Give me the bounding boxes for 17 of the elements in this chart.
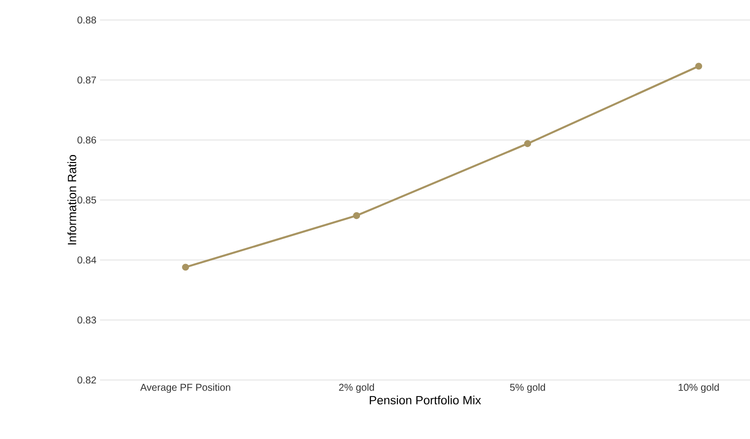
y-tick-label: 0.88 bbox=[77, 16, 96, 24]
y-tick-label: 0.87 bbox=[77, 76, 96, 84]
x-tick-label: 5% gold bbox=[510, 384, 545, 393]
x-tick-label: 2% gold bbox=[339, 384, 374, 393]
y-tick-label: 0.83 bbox=[77, 316, 96, 324]
x-tick-label: 10% gold bbox=[678, 384, 719, 393]
x-tick-label: Average PF Position bbox=[140, 384, 230, 393]
y-tick-label: 0.86 bbox=[77, 136, 96, 144]
x-axis-title: Pension Portfolio Mix bbox=[370, 396, 481, 404]
point bbox=[524, 140, 532, 148]
y-axis-title: Information Ratio bbox=[67, 155, 76, 244]
y-tick-label: 0.85 bbox=[77, 196, 96, 204]
point bbox=[695, 62, 702, 70]
point bbox=[353, 212, 360, 220]
y-tick-label: 0.82 bbox=[77, 376, 96, 384]
point bbox=[182, 264, 190, 271]
y-tick-label: 0.84 bbox=[77, 256, 96, 264]
